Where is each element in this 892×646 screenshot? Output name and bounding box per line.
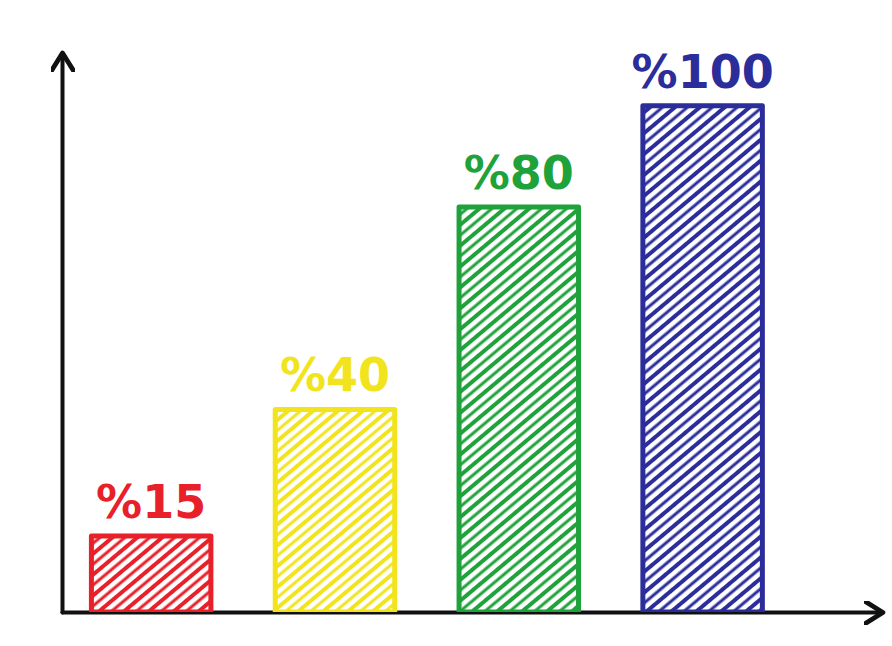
data-label: %15	[96, 475, 206, 529]
chart: %15 %40 %80 %100	[0, 0, 892, 646]
bar	[643, 106, 762, 612]
y-axis	[62, 56, 63, 613]
data-label: %80	[464, 146, 574, 200]
data-label: %40	[280, 348, 390, 402]
bar	[459, 207, 578, 612]
bar	[91, 536, 210, 612]
y-axis-line	[61, 56, 65, 613]
data-labels: %15 %40 %80 %100	[96, 45, 774, 529]
data-label: %100	[632, 45, 774, 99]
bars	[91, 106, 762, 612]
bar	[275, 409, 394, 612]
